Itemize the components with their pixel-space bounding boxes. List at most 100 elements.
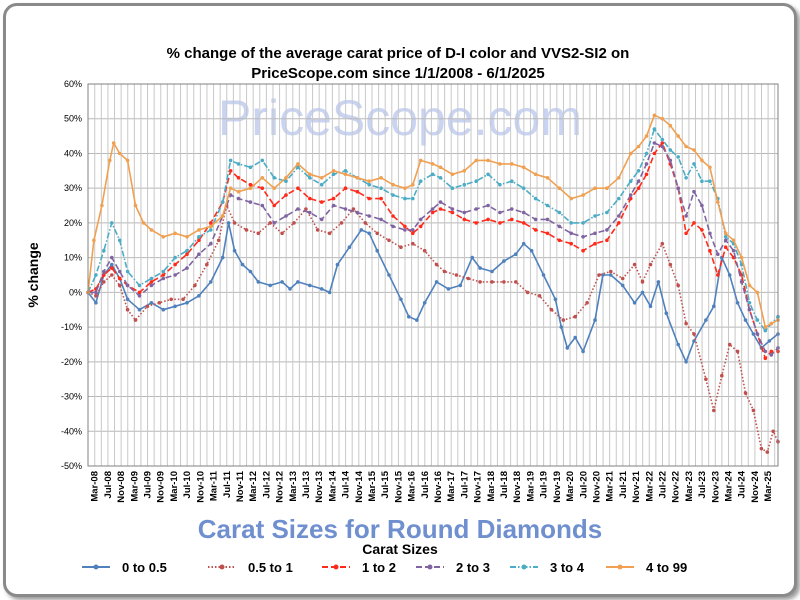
data-point <box>751 332 756 336</box>
data-point <box>108 158 112 163</box>
data-point <box>640 280 645 284</box>
data-point <box>399 245 403 249</box>
data-point <box>763 349 768 354</box>
x-tick-label: Nov-13 <box>314 471 325 503</box>
data-point <box>355 176 360 180</box>
x-tick-label: Mar-25 <box>763 470 774 501</box>
data-point <box>569 231 573 236</box>
data-point <box>692 332 696 336</box>
data-point <box>581 193 585 197</box>
data-point <box>430 172 435 177</box>
data-point <box>248 200 253 204</box>
data-point <box>708 231 712 236</box>
data-point <box>609 273 613 277</box>
data-point <box>545 176 550 180</box>
x-axis-ticks: Mar-08 Jul-08 Nov-08 Mar-09 Jul-09 Nov-09 Mar-… <box>90 470 774 502</box>
x-tick-label: Jul-11 <box>222 470 233 498</box>
data-point <box>561 318 566 322</box>
data-point <box>573 314 577 319</box>
x-tick-label: Jul-22 <box>657 471 668 498</box>
data-point <box>478 266 482 270</box>
legend-marker <box>427 564 433 570</box>
data-point <box>442 269 447 274</box>
data-point <box>474 158 479 163</box>
data-point <box>668 158 673 163</box>
data-point <box>486 217 490 222</box>
data-point <box>632 301 637 305</box>
data-point <box>149 228 154 232</box>
data-point <box>676 283 680 288</box>
data-point <box>553 297 558 302</box>
data-point <box>415 318 419 322</box>
data-point <box>731 248 736 253</box>
data-point <box>169 297 173 302</box>
data-point <box>304 207 308 211</box>
data-point <box>145 304 150 309</box>
data-point <box>363 221 368 225</box>
chart-title-line2: PriceScope.com since 1/1/2008 - 6/1/2025 <box>251 65 545 82</box>
data-point <box>434 280 439 284</box>
data-point <box>185 252 189 256</box>
data-point <box>755 332 760 336</box>
data-point <box>716 252 720 256</box>
data-point <box>581 221 585 225</box>
data-point <box>763 356 768 361</box>
data-point <box>723 238 728 243</box>
x-tick-label: Jul-23 <box>697 471 708 498</box>
data-point <box>308 210 312 215</box>
series-2 <box>86 203 780 454</box>
data-point <box>260 203 265 208</box>
data-point <box>236 162 241 166</box>
data-point <box>288 287 292 291</box>
data-point <box>280 231 284 236</box>
data-point <box>755 290 760 295</box>
x-tick-label: Jul-08 <box>103 471 114 498</box>
data-point <box>102 280 106 284</box>
data-point <box>676 134 680 138</box>
data-point <box>769 349 774 354</box>
data-point <box>704 377 708 382</box>
data-point <box>403 196 407 201</box>
legend: 0 to 0.5 0.5 to 1 1 to 2 2 to 3 3 to 4 4 to 9… <box>82 560 687 575</box>
data-point <box>712 408 716 413</box>
data-point <box>735 349 740 354</box>
data-point <box>209 228 213 232</box>
data-point <box>700 203 704 208</box>
data-point <box>110 266 114 270</box>
data-point <box>260 186 265 190</box>
data-point <box>716 200 720 204</box>
data-point <box>747 307 752 312</box>
data-point <box>676 155 680 159</box>
data-point <box>521 165 526 170</box>
data-point <box>161 235 166 239</box>
x-tick-label: Mar-13 <box>288 471 299 502</box>
data-point <box>367 182 372 187</box>
data-point <box>125 297 130 302</box>
data-point <box>510 217 514 222</box>
data-point <box>708 248 712 253</box>
legend-item: 0 to 0.5 <box>82 560 167 575</box>
data-point <box>149 283 154 288</box>
legend-marker <box>219 564 225 570</box>
data-point <box>94 294 98 298</box>
data-point <box>272 203 277 208</box>
data-point <box>755 318 760 322</box>
data-point <box>308 176 312 180</box>
data-point <box>173 304 177 309</box>
data-point <box>137 307 142 312</box>
data-point <box>660 141 665 145</box>
x-tick-label: Nov-21 <box>631 470 642 502</box>
data-point <box>652 127 657 131</box>
data-point <box>557 210 562 215</box>
data-point <box>692 221 696 225</box>
data-point <box>331 172 336 177</box>
data-point <box>462 182 467 187</box>
data-point <box>767 339 772 343</box>
data-point <box>256 231 261 236</box>
data-point <box>716 273 720 277</box>
data-point <box>185 301 189 305</box>
x-tick-label: Jul-24 <box>737 470 748 498</box>
data-point <box>486 158 490 163</box>
data-point <box>308 283 312 288</box>
gridlines <box>88 83 778 467</box>
